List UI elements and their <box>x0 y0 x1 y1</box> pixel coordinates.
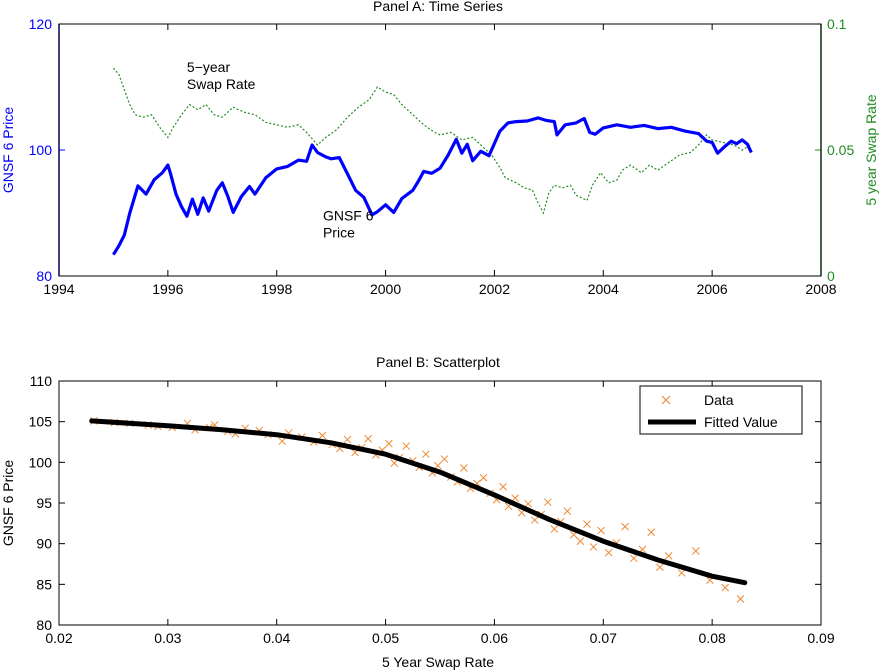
panel-b-x-tick-label: 0.09 <box>807 630 834 646</box>
data-point <box>563 507 572 515</box>
annotation-line: Swap Rate <box>187 76 256 92</box>
panel-a-left-tick-label: 80 <box>36 268 52 284</box>
data-point <box>589 543 598 551</box>
data-point <box>402 442 411 450</box>
panel-b-y-tick-label: 105 <box>29 414 53 430</box>
panel-a-left-axis-label: GNSF 6 Price <box>0 107 16 194</box>
data-point <box>343 435 352 444</box>
panel-b-y-axis-label: GNSF 6 Price <box>0 460 16 547</box>
panel-a-annotation-swap-rate: 5−year Swap Rate <box>187 59 256 92</box>
annotation-line: GNSF 6 <box>323 208 374 224</box>
data-point <box>433 461 442 470</box>
panel-a-right-tick-label: 0.1 <box>827 16 847 32</box>
data-point <box>604 548 613 557</box>
data-point <box>318 431 327 440</box>
data-point <box>479 473 488 482</box>
data-point <box>677 569 686 577</box>
panel-b-x-tick-label: 0.05 <box>372 630 399 646</box>
annotation-line: 5−year <box>187 59 231 75</box>
panel-b-y-tick-label: 100 <box>29 454 53 470</box>
panel-b-x-tick-label: 0.04 <box>263 630 290 646</box>
data-point <box>384 439 393 448</box>
panel-b-y-tick-label: 90 <box>36 536 52 552</box>
swap-rate-series-line <box>112 67 752 215</box>
data-point <box>530 516 539 524</box>
legend-box <box>639 385 803 435</box>
fitted-value-line <box>89 418 748 586</box>
panel-a-x-tick-label: 1998 <box>261 281 292 297</box>
panel-a-time-series: Panel A: Time Series 1994 1996 1998 2000 200… <box>0 0 879 297</box>
panel-a-x-tick-label: 1996 <box>152 281 183 297</box>
panel-a-right-axis-label: 5 year Swap Rate <box>863 94 879 205</box>
panel-b-legend: Data Fitted Value <box>639 385 803 435</box>
data-point <box>524 499 533 508</box>
panel-b-x-tick-label: 0.02 <box>45 630 72 646</box>
data-point <box>656 563 664 572</box>
panel-a-x-tick-label: 2002 <box>479 281 510 297</box>
data-point <box>583 520 591 529</box>
panel-b-plot-area: 0.02 0.03 0.04 0.05 0.06 0.07 0.08 0.09 80 85 90 95… <box>29 373 835 646</box>
panel-a-title: Panel A: Time Series <box>373 0 503 14</box>
panel-b-y-tick-label: 95 <box>36 495 52 511</box>
data-point <box>499 482 507 491</box>
data-point <box>736 595 745 603</box>
panel-b-x-tick-label: 0.07 <box>590 630 617 646</box>
annotation-line: Price <box>323 225 355 241</box>
data-point <box>460 464 468 472</box>
data-point <box>597 526 605 535</box>
panel-b-y-tick-label: 80 <box>36 617 52 633</box>
data-point <box>664 552 673 560</box>
data-point <box>647 528 656 537</box>
panel-b-x-tick-label: 0.08 <box>699 630 726 646</box>
data-point <box>440 455 449 463</box>
data-point <box>621 522 629 531</box>
panel-a-x-tick-label: 2000 <box>370 281 401 297</box>
data-point <box>721 583 730 592</box>
panel-b-title: Panel B: Scatterplot <box>376 354 500 370</box>
panel-a-x-tick-label: 1994 <box>43 281 74 297</box>
panel-a-left-tick-label: 100 <box>29 142 53 158</box>
panel-b-scatterplot: Panel B: Scatterplot 0.02 0.03 0.04 0.05 0.0… <box>0 354 835 670</box>
data-point <box>576 537 585 546</box>
data-point <box>364 434 373 443</box>
legend-data-marker <box>661 395 671 405</box>
panel-b-x-tick-label: 0.06 <box>481 630 508 646</box>
panel-a-right-tick-label: 0 <box>827 268 835 284</box>
panel-a-frame <box>58 23 822 277</box>
panel-a-plot-area: 1994 1996 1998 2000 2002 2004 2006 2008 80 100 120… <box>29 16 855 297</box>
panel-b-frame <box>58 380 822 626</box>
price-series-line <box>112 116 753 256</box>
panel-b-x-tick-label: 0.03 <box>154 630 181 646</box>
panel-b-y-tick-label: 110 <box>30 373 53 389</box>
data-point <box>421 450 430 459</box>
data-point <box>550 525 559 533</box>
panel-a-x-tick-label: 2008 <box>805 281 836 297</box>
panel-a-annotation-price: GNSF 6 Price <box>323 208 374 241</box>
panel-b-y-tick-label: 85 <box>36 576 52 592</box>
data-point <box>278 437 287 446</box>
panel-a-x-tick-label: 2004 <box>588 281 619 297</box>
legend-label: Data <box>704 392 734 408</box>
data-point <box>629 554 638 563</box>
panel-a-right-tick-label: 0.05 <box>827 142 854 158</box>
panel-a-left-tick-label: 120 <box>29 16 53 32</box>
data-point <box>543 498 552 507</box>
panel-a-x-tick-label: 2006 <box>697 281 728 297</box>
legend-label: Fitted Value <box>704 414 778 430</box>
data-point <box>691 547 700 555</box>
panel-b-x-axis-label: 5 Year Swap Rate <box>382 654 494 670</box>
